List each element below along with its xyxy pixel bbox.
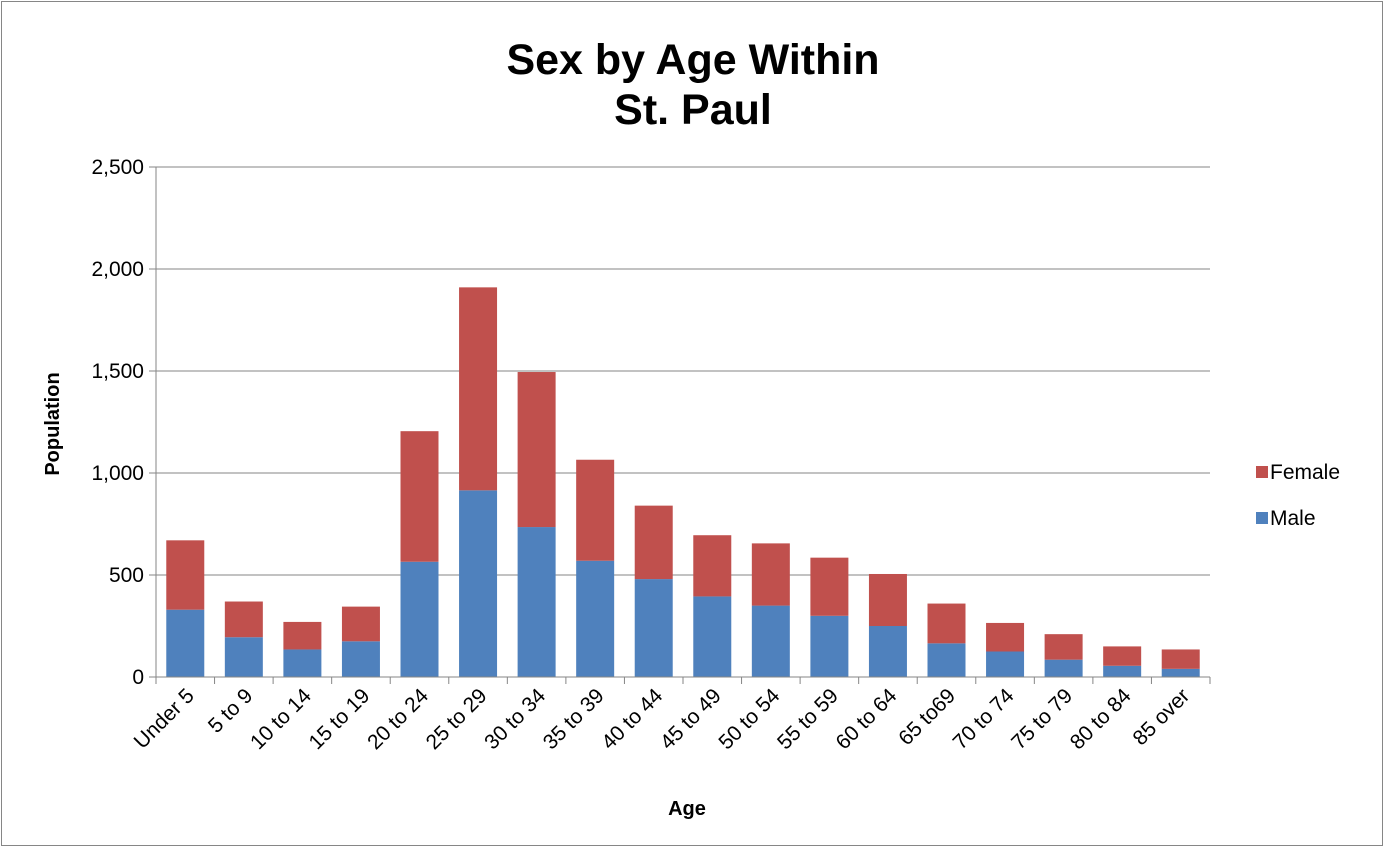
x-tick-label: 10 to 14 — [246, 684, 316, 754]
x-tick-label: 35 to 39 — [539, 684, 609, 754]
bar-male-8 — [634, 579, 673, 677]
bar-female-9 — [693, 535, 732, 597]
x-tick-label: 40 to 44 — [597, 684, 667, 754]
chart-title-line-1: Sex by Age Within — [506, 36, 880, 84]
bar-female-8 — [634, 505, 673, 580]
y-tick-label: 2,500 — [91, 156, 144, 179]
bar-female-15 — [1044, 634, 1083, 660]
bar-male-17 — [1161, 668, 1200, 677]
x-tick-label: 80 to 84 — [1066, 684, 1136, 754]
x-tick-label: 25 to 29 — [422, 684, 492, 754]
bar-male-2 — [283, 649, 322, 677]
bar-male-10 — [751, 605, 790, 677]
bar-male-12 — [868, 626, 907, 677]
x-tick-label: 45 to 49 — [656, 684, 726, 754]
bar-female-13 — [927, 603, 966, 644]
bar-male-4 — [400, 561, 439, 677]
legend: Female Male — [1256, 461, 1340, 530]
bar-male-16 — [1103, 665, 1142, 677]
bar-female-4 — [400, 431, 439, 562]
x-tick-label: 20 to 24 — [363, 684, 433, 754]
legend-swatch-female — [1256, 466, 1268, 478]
bar-female-17 — [1161, 649, 1200, 669]
x-tick-label: 5 to 9 — [204, 684, 257, 737]
bar-female-2 — [283, 621, 322, 650]
bar-male-11 — [810, 615, 849, 677]
y-axis-title: Population — [42, 372, 64, 475]
y-tick-labels: 0 500 1,000 1,500 2,000 2,500 — [91, 156, 144, 689]
x-axis-title: Age — [668, 798, 706, 820]
legend-swatch-male — [1256, 512, 1268, 524]
x-tick-label: Under 5 — [130, 684, 199, 753]
bar-male-7 — [576, 560, 615, 677]
bar-female-14 — [986, 622, 1025, 652]
bar-male-9 — [693, 596, 732, 677]
legend-label-male: Male — [1270, 507, 1316, 530]
y-tick-label: 500 — [109, 564, 144, 587]
bar-male-13 — [927, 643, 966, 677]
bar-female-11 — [810, 557, 849, 616]
bar-female-3 — [341, 606, 380, 642]
y-tick-label: 0 — [132, 666, 144, 689]
y-tick-label: 2,000 — [91, 258, 144, 281]
axes — [155, 167, 1211, 684]
bars — [166, 287, 1200, 677]
bar-male-0 — [166, 609, 205, 677]
bar-female-10 — [751, 543, 790, 606]
bar-male-1 — [224, 637, 263, 677]
x-tick-label: 70 to 74 — [949, 684, 1019, 754]
gridlines — [149, 166, 1210, 678]
y-tick-label: 1,000 — [91, 462, 144, 485]
legend-label-female: Female — [1270, 461, 1340, 484]
chart-title-line-2: St. Paul — [614, 86, 772, 134]
bar-female-6 — [517, 372, 556, 528]
bar-female-16 — [1103, 646, 1142, 666]
y-tick-label: 1,500 — [91, 360, 144, 383]
bar-male-5 — [459, 490, 498, 677]
bar-female-5 — [459, 287, 498, 491]
x-tick-label: 85 over — [1128, 684, 1194, 750]
bar-male-14 — [986, 651, 1025, 677]
bar-female-0 — [166, 540, 205, 610]
x-tick-label: 55 to 59 — [773, 684, 843, 754]
x-tick-label: 15 to 19 — [305, 684, 375, 754]
bar-male-6 — [517, 527, 556, 677]
x-tick-label: 60 to 64 — [832, 684, 902, 754]
bar-male-15 — [1044, 659, 1083, 677]
bar-female-7 — [576, 459, 615, 561]
x-tick-label: 30 to 34 — [480, 684, 550, 754]
x-tick-label: 75 to 79 — [1007, 684, 1077, 754]
bar-male-3 — [341, 641, 380, 677]
bar-female-1 — [224, 601, 263, 638]
bar-female-12 — [868, 573, 907, 626]
x-tick-label: 50 to 54 — [714, 684, 784, 754]
